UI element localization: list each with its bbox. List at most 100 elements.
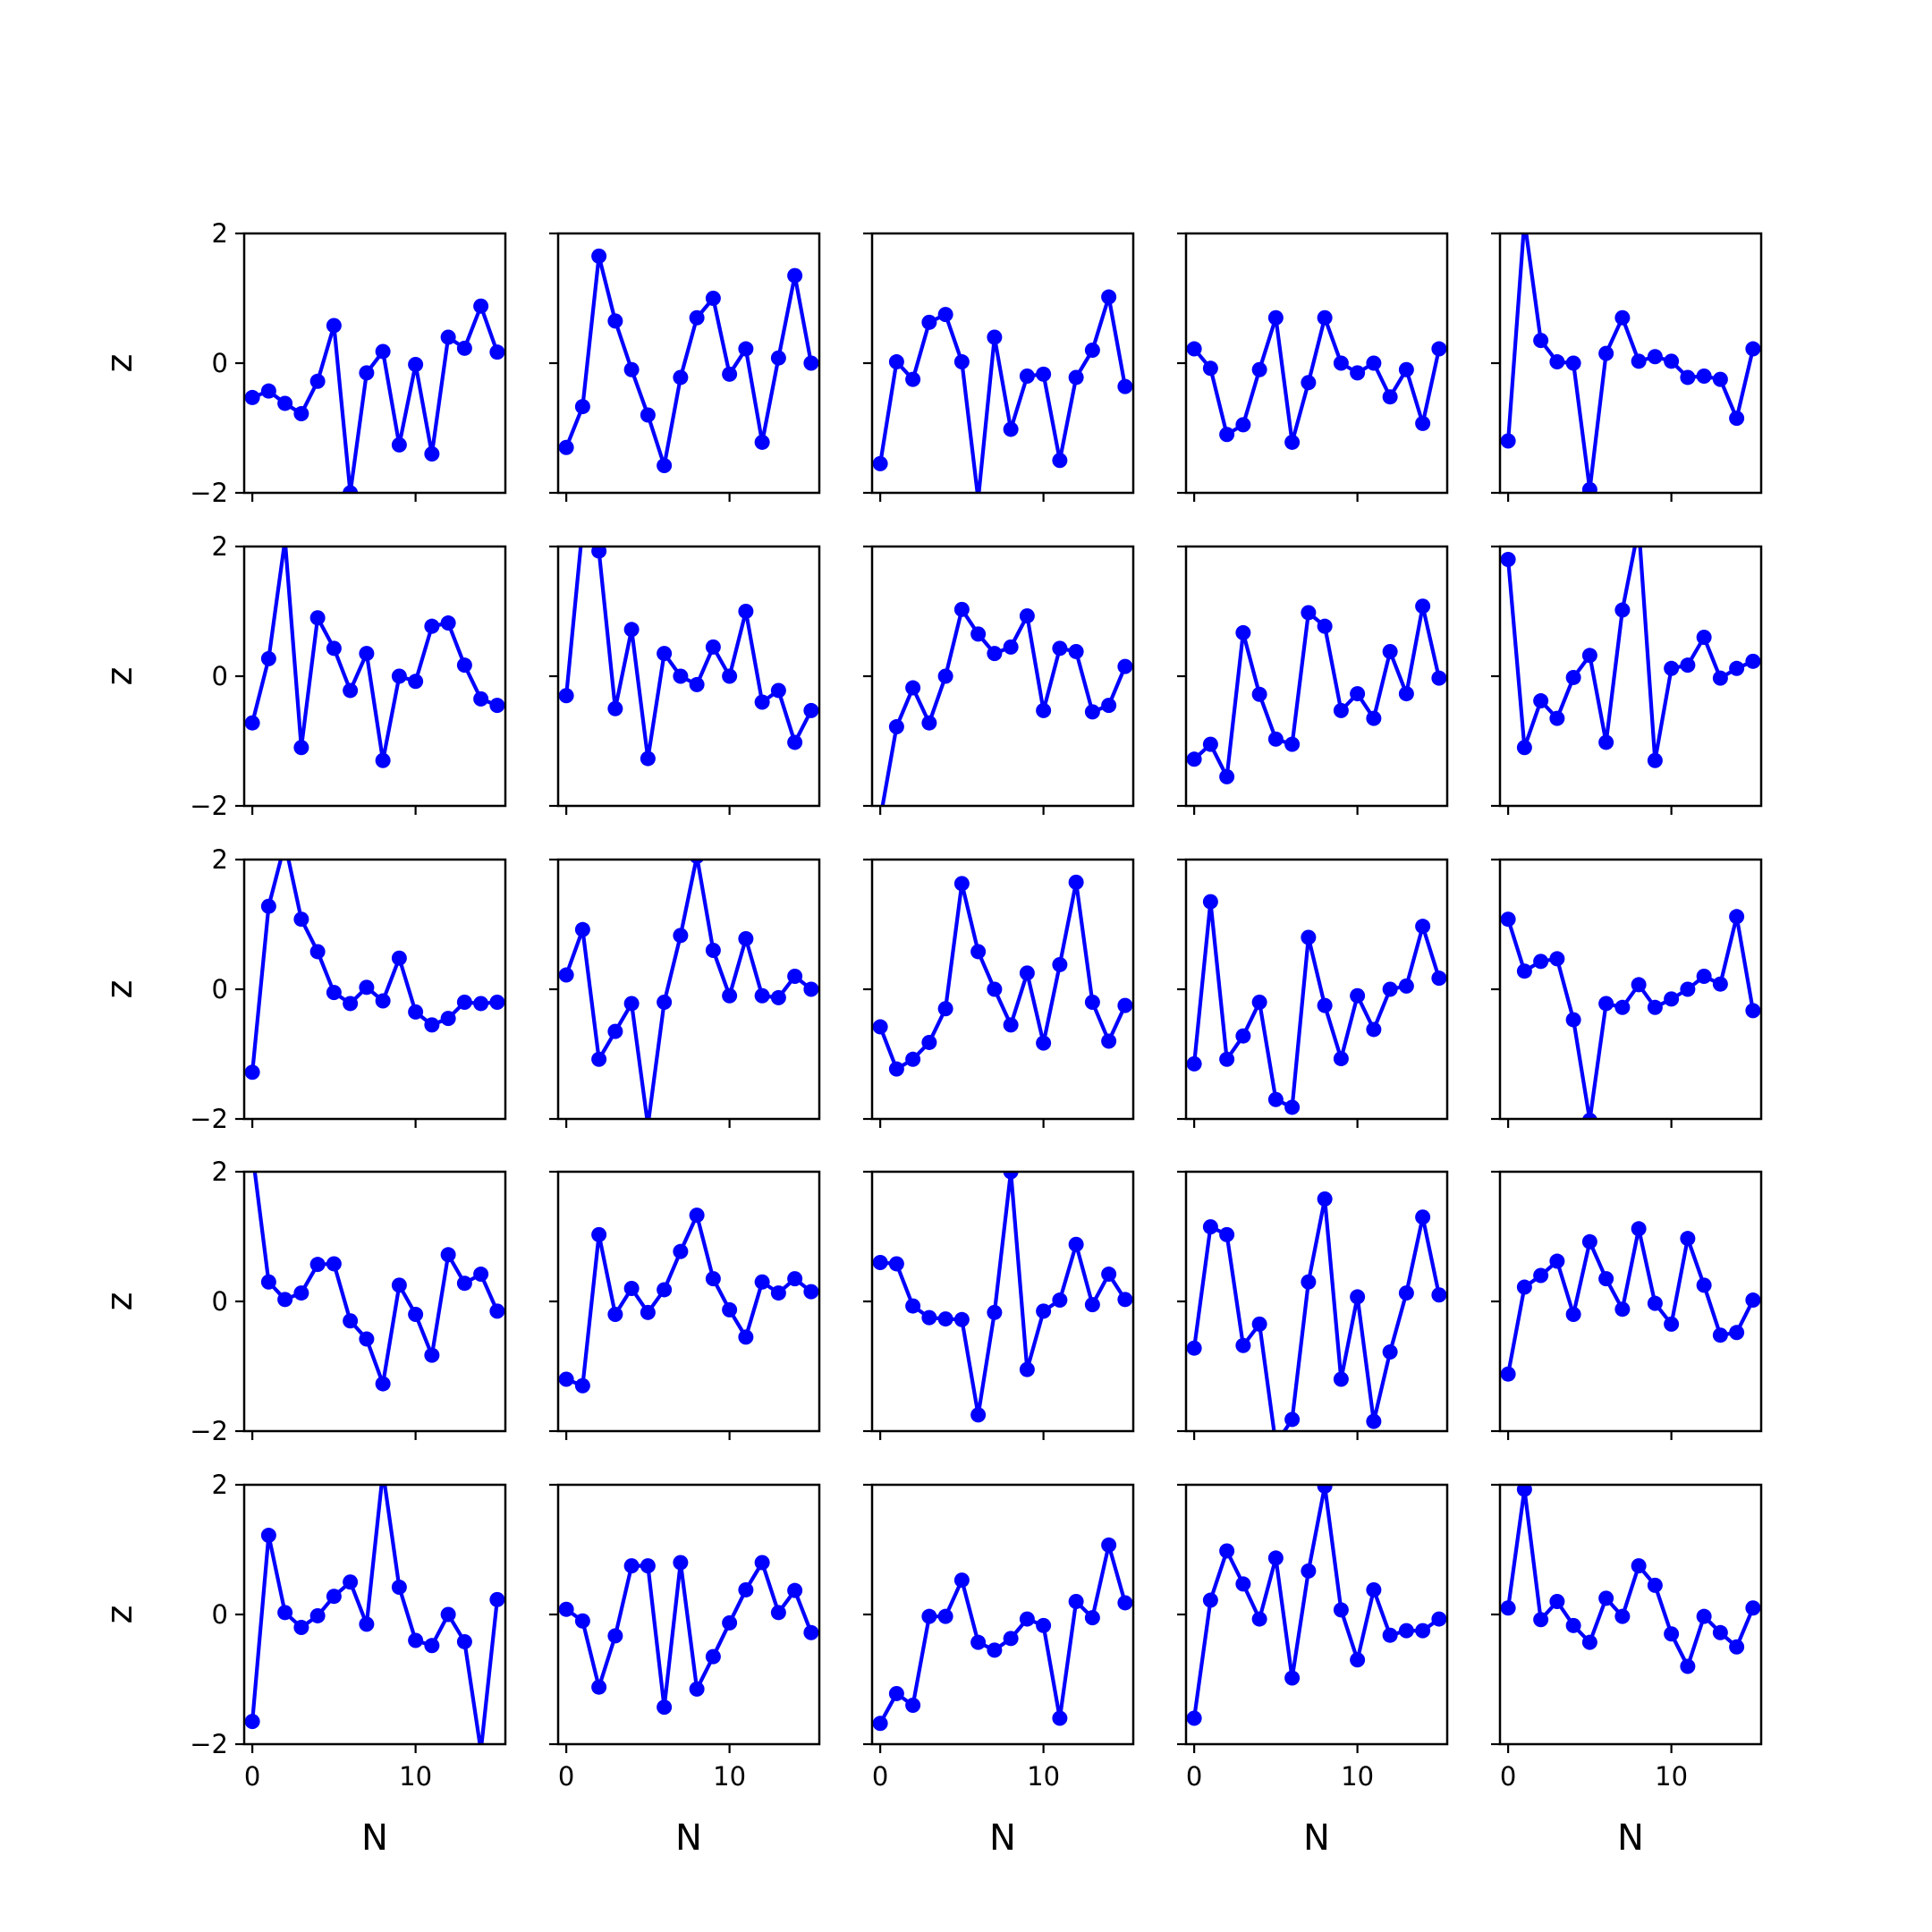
data-point: [1500, 1600, 1516, 1616]
data-point: [1533, 1612, 1549, 1628]
data-point: [1117, 1292, 1133, 1308]
data-point: [343, 1574, 359, 1590]
data-point: [343, 1313, 359, 1329]
x-axis-label: N: [1303, 1818, 1330, 1859]
data-point: [343, 682, 359, 699]
data-point: [1036, 702, 1052, 718]
data-point: [293, 406, 309, 422]
data-point: [1235, 1028, 1251, 1044]
series-line: [1192, 900, 1441, 1110]
axes-frame: [1498, 1170, 1763, 1433]
data-point: [375, 1376, 391, 1392]
data-point: [391, 1277, 407, 1293]
data-point: [1235, 1337, 1251, 1353]
data-point: [1696, 630, 1712, 645]
data-point: [1284, 1099, 1301, 1115]
data-point: [689, 1681, 705, 1697]
data-point: [1398, 1285, 1414, 1301]
data-point: [440, 1247, 456, 1263]
data-point: [309, 1257, 326, 1273]
data-point: [1398, 361, 1414, 377]
data-point: [1019, 1361, 1035, 1377]
panel-r4-c1: −2 0 2 z: [99, 1157, 507, 1446]
data-point: [1202, 736, 1218, 752]
data-point: [1415, 1209, 1431, 1225]
data-point: [953, 354, 970, 370]
data-point: [558, 1371, 574, 1387]
data-point: [1219, 768, 1235, 784]
data-point: [1186, 341, 1202, 357]
x-tick-label: 10: [399, 1761, 432, 1792]
data-point: [987, 1304, 1003, 1320]
data-point: [921, 715, 937, 731]
data-point: [1745, 341, 1761, 357]
data-point: [1251, 686, 1267, 702]
data-point: [1317, 618, 1333, 634]
data-point: [722, 1301, 738, 1318]
data-point: [623, 996, 640, 1012]
data-point: [1186, 1055, 1202, 1072]
data-point: [1516, 1485, 1532, 1497]
data-point: [953, 876, 970, 892]
panel-r2-c4: [1177, 545, 1449, 815]
axes-frame: [556, 545, 821, 808]
y-tick-label: −2: [190, 478, 228, 508]
data-point: [937, 1001, 953, 1017]
data-point: [1101, 698, 1117, 714]
data-point: [260, 383, 276, 399]
data-point: [1202, 1219, 1218, 1235]
data-point: [1680, 1658, 1696, 1674]
data-point: [657, 646, 673, 662]
data-point: [1019, 1611, 1035, 1627]
data-point: [623, 1281, 640, 1296]
panel-r2-c2: [549, 545, 821, 815]
data-point: [1267, 1550, 1284, 1566]
data-point: [1500, 1366, 1516, 1382]
data-point: [1019, 965, 1035, 981]
data-point: [657, 1699, 673, 1716]
data-point: [803, 702, 819, 718]
data-point: [1565, 1307, 1581, 1322]
data-point: [391, 1580, 407, 1596]
data-point: [705, 1271, 721, 1287]
data-point: [1251, 361, 1267, 377]
data-point: [1366, 1581, 1382, 1597]
data-point: [803, 1624, 819, 1640]
data-point: [1101, 1033, 1117, 1049]
data-point: [1549, 1253, 1565, 1269]
panel-r1-c5: [1491, 232, 1763, 502]
data-point: [244, 389, 260, 405]
data-point: [970, 1634, 987, 1650]
panel-r1-c2: [549, 232, 821, 502]
data-point: [591, 248, 607, 264]
panel-r1-c3: [863, 232, 1135, 502]
data-point: [872, 1716, 888, 1732]
data-point: [1301, 375, 1317, 391]
y-tick-label: −2: [190, 1104, 228, 1134]
data-point: [1581, 1634, 1597, 1650]
data-point: [260, 650, 276, 666]
data-point: [1036, 1035, 1052, 1051]
x-axis-label: N: [361, 1818, 388, 1859]
data-point: [1084, 1297, 1100, 1313]
data-point: [1186, 1710, 1202, 1726]
data-point: [375, 343, 391, 360]
data-point: [1500, 552, 1516, 567]
data-point: [905, 680, 921, 696]
panel-r4-c4: [1177, 1170, 1449, 1440]
data-point: [689, 1208, 705, 1224]
data-point: [1729, 909, 1745, 925]
data-point: [1317, 309, 1333, 326]
data-point: [1598, 996, 1614, 1012]
data-point: [1084, 704, 1100, 720]
data-point: [558, 967, 574, 983]
data-point: [1052, 1710, 1068, 1726]
y-axis-label: z: [99, 1606, 140, 1624]
data-point: [1117, 378, 1133, 394]
data-point: [1729, 660, 1745, 676]
data-point: [1431, 970, 1447, 987]
data-point: [260, 898, 276, 914]
data-point: [921, 1309, 937, 1326]
y-tick-label: −2: [190, 1729, 228, 1759]
data-point: [1729, 411, 1745, 427]
